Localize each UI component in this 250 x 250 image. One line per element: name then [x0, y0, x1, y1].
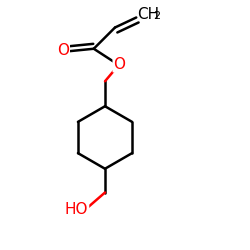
Text: O: O: [113, 57, 125, 72]
Text: 2: 2: [153, 11, 160, 21]
Text: HO: HO: [65, 202, 88, 217]
Text: O: O: [57, 42, 69, 58]
Text: CH: CH: [137, 7, 159, 22]
